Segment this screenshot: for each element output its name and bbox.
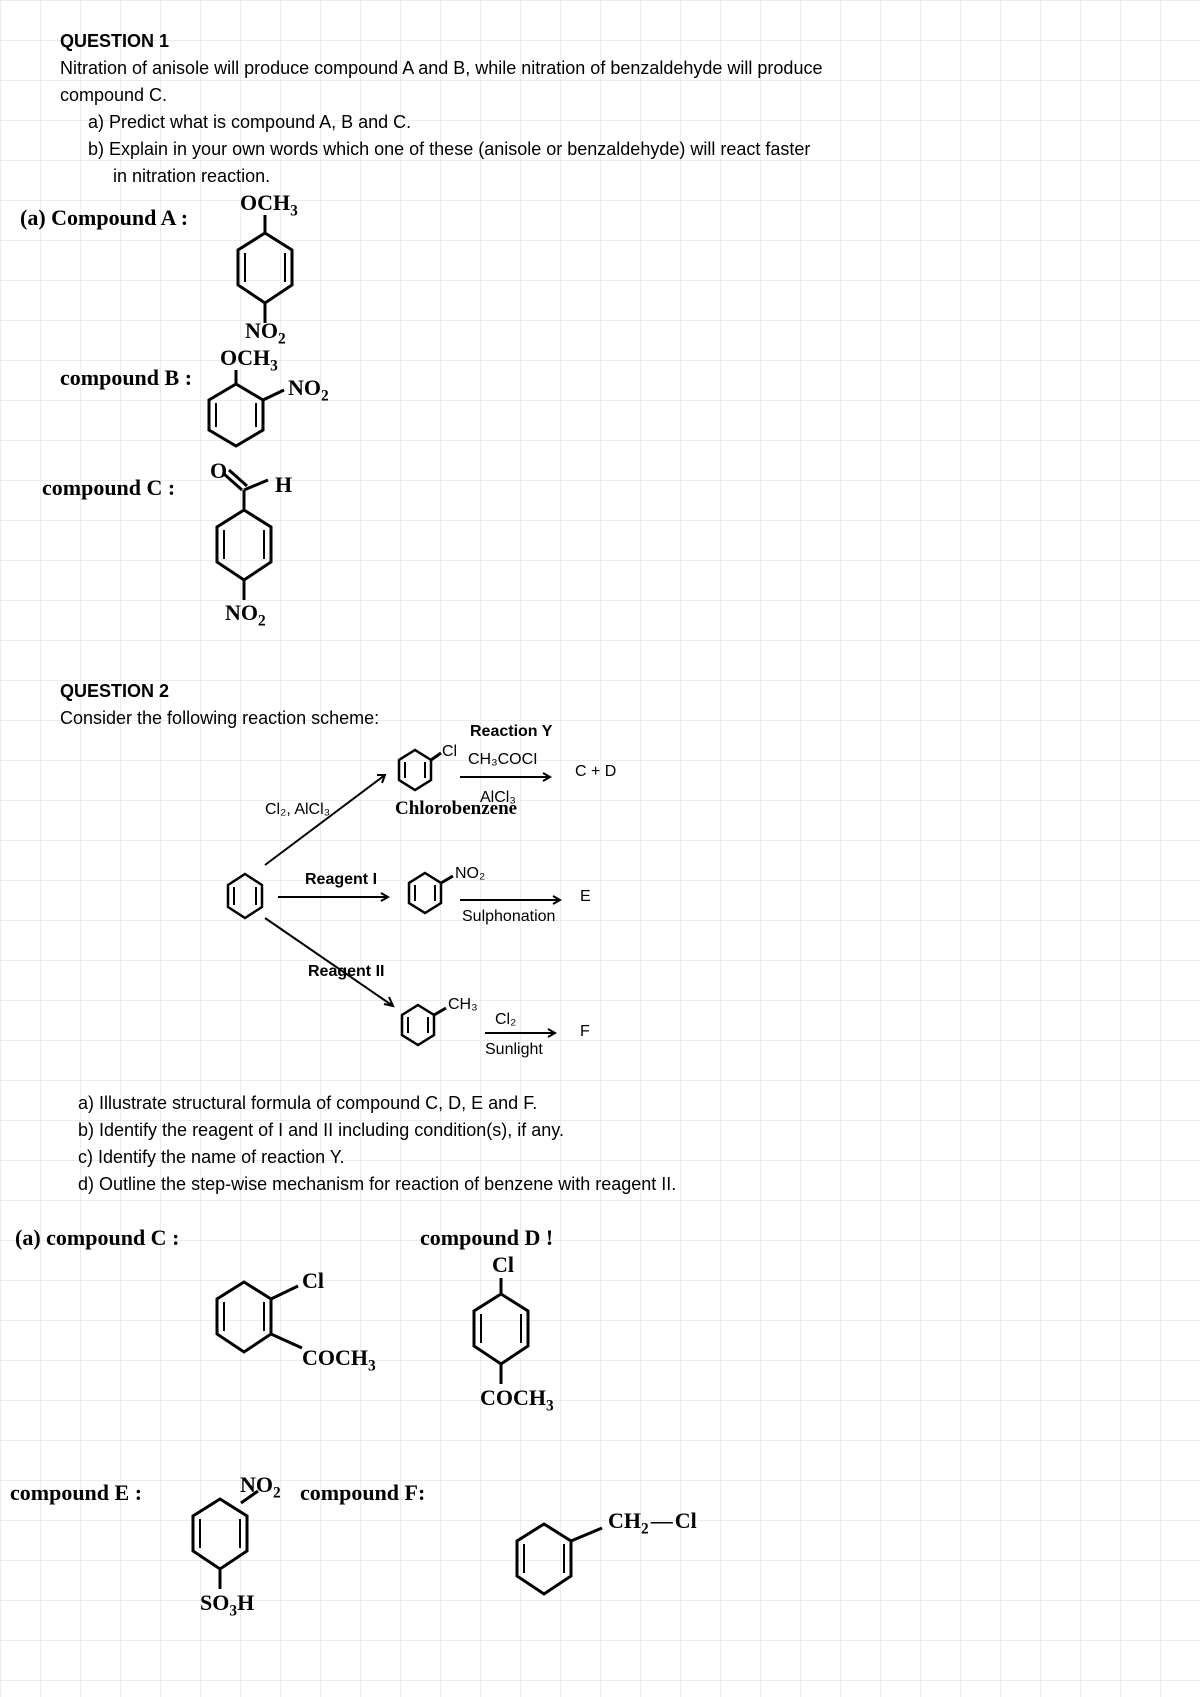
q2a-compound-d-label: compound D ! <box>420 1225 553 1251</box>
arrow-y <box>460 772 560 782</box>
sunlight: Sunlight <box>485 1038 543 1062</box>
nitrobenzene-ring <box>405 868 455 923</box>
q2-b: b) Identify the reagent of I and II incl… <box>78 1117 958 1144</box>
ansD-cl: Cl <box>492 1252 514 1278</box>
q1a-compound-a-label: (a) Compound A : <box>20 205 188 231</box>
q1-b2: in nitration reaction. <box>88 163 980 190</box>
q2a-compound-f-label: compound F: <box>300 1480 425 1506</box>
q1-b1: b) Explain in your own words which one o… <box>88 136 980 163</box>
q1-compound-c-label: compound C : <box>42 475 175 501</box>
q2-c: c) Identify the name of reaction Y. <box>78 1144 958 1171</box>
q1-intro1: Nitration of anisole will produce compou… <box>60 55 980 82</box>
chlorobenzene-hand: Chlorobenzene <box>395 798 517 820</box>
arrow-sulph <box>460 895 570 905</box>
arrow-f <box>485 1028 565 1038</box>
ch3coci: CH₃COCI <box>468 748 538 772</box>
cl-label: Cl <box>442 740 457 764</box>
arrow-mid <box>278 892 398 902</box>
q1-a: a) Predict what is compound A, B and C. <box>88 109 980 136</box>
F-label: F <box>580 1020 590 1044</box>
cd-label: C + D <box>575 760 616 784</box>
ansF-ch2cl: CH2—Cl <box>608 1508 697 1538</box>
arrow-down <box>265 918 405 1013</box>
chlorobenzene-ring <box>395 745 445 800</box>
q2-d: d) Outline the step-wise mechanism for r… <box>78 1171 958 1198</box>
q1-heading: QUESTION 1 <box>60 28 980 55</box>
q2a-compound-c-label: (a) compound C : <box>15 1225 179 1251</box>
no2-label: NO₂ <box>455 862 485 886</box>
reagent-i: Reagent I <box>305 868 377 892</box>
benzene-ring <box>222 870 268 922</box>
ansC-coch3: COCH3 <box>302 1345 376 1375</box>
reaction-y-label: Reaction Y <box>470 720 552 744</box>
compC-no2: NO2 <box>225 600 266 630</box>
arrow-up <box>265 770 395 870</box>
ansE-so3h: SO3H <box>200 1590 254 1620</box>
toluene-ring <box>398 1000 448 1055</box>
q2-subquestions: a) Illustrate structural formula of comp… <box>78 1090 958 1198</box>
compA-no2: NO2 <box>245 318 286 348</box>
ansD-coch3: COCH3 <box>480 1385 554 1415</box>
q1-compound-b-label: compound B : <box>60 365 192 391</box>
ansC-cl: Cl <box>302 1268 324 1294</box>
q2-heading: QUESTION 2 <box>60 678 960 705</box>
q1-text: QUESTION 1 Nitration of anisole will pro… <box>60 28 980 190</box>
q1-intro2: compound C. <box>60 82 980 109</box>
sulphonation: Sulphonation <box>462 905 555 929</box>
q2-a: a) Illustrate structural formula of comp… <box>78 1090 958 1117</box>
E-label: E <box>580 885 591 909</box>
compB-no2: NO2 <box>288 375 329 405</box>
ch3-label: CH₃ <box>448 993 478 1017</box>
q2a-compound-e-label: compound E : <box>10 1480 142 1506</box>
